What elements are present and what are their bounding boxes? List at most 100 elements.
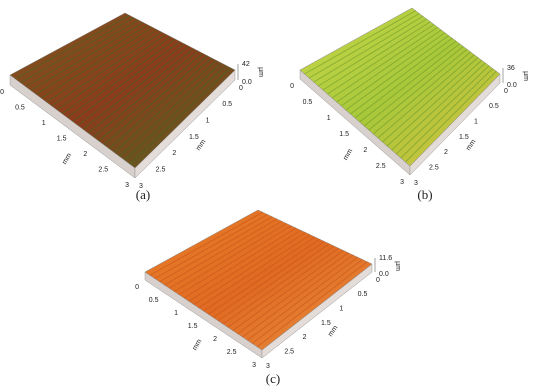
x-tick-label: 1 — [327, 115, 331, 122]
x-tick-label: 0.5 — [303, 99, 313, 106]
surface-ridge — [391, 62, 486, 151]
surface-ridge — [363, 46, 464, 127]
x-tick-label: 2.5 — [98, 166, 108, 173]
y-tick-label: 2.5 — [156, 167, 166, 174]
surface-ridge — [46, 29, 158, 103]
surface-ridge — [345, 35, 449, 111]
x-tick-label: 3 — [125, 182, 129, 189]
x-tick-label: 1.5 — [57, 135, 67, 142]
x-tick-label: 2 — [213, 336, 217, 343]
x-tick-label: 2 — [363, 147, 367, 154]
surface-ridge — [377, 54, 475, 139]
y-tick-label: 3 — [139, 183, 143, 190]
surface-ridge — [159, 216, 273, 283]
surface-ridge — [25, 19, 140, 88]
surface-ridge — [40, 26, 153, 99]
surface-ridge — [322, 21, 431, 91]
surface-ridge — [188, 229, 302, 302]
surface-ridge — [237, 252, 349, 335]
surface-ridge — [208, 238, 321, 315]
surface-ridge — [87, 48, 195, 134]
z-min-label: 0.0 — [242, 79, 252, 86]
surface-ridge — [386, 59, 483, 147]
z-min-label: 0.0 — [507, 82, 517, 89]
surface-ridge — [318, 18, 427, 87]
x-axis-unit: mm — [342, 148, 354, 162]
z-unit: µm — [394, 261, 401, 271]
x-tick-label: 2.5 — [227, 349, 237, 356]
x-tick-label: 1 — [42, 120, 46, 127]
y-tick-label: 0.5 — [358, 291, 368, 298]
surface-ridge — [368, 48, 468, 131]
y-tick-label: 0 — [376, 277, 380, 284]
y-tick-label: 1 — [339, 306, 343, 313]
x-tick-label: 0 — [0, 89, 4, 96]
surface-ridge — [20, 17, 135, 84]
z-unit: µm — [257, 67, 264, 77]
surface-ridge — [164, 218, 278, 286]
surface-ridge — [93, 50, 199, 138]
surface-ridge — [232, 250, 344, 331]
y-tick-label: 1 — [474, 119, 478, 126]
y-tick-label: 2.5 — [284, 349, 294, 356]
surface-ridge — [14, 14, 130, 80]
surface-ridge — [56, 33, 167, 111]
surface-ridge — [242, 254, 354, 338]
surface-ridge — [154, 214, 268, 279]
surface-ridge — [350, 37, 453, 115]
y-tick-label: 3 — [266, 363, 270, 370]
surface-ridge — [108, 57, 213, 150]
surface-ridge — [331, 26, 438, 99]
surface-ridge — [395, 65, 490, 155]
surface-ridge — [327, 24, 435, 95]
surface-ridge — [98, 52, 204, 142]
y-tick-label: 0 — [504, 88, 508, 95]
surface-ridge — [113, 60, 218, 153]
y-tick-label: 0 — [239, 85, 243, 92]
y-tick-label: 2.5 — [429, 165, 439, 172]
z-max-label: 36 — [507, 65, 515, 72]
surface-ridge — [400, 68, 494, 159]
y-tick-label: 1 — [206, 118, 210, 125]
panel-caption: (c) — [266, 371, 280, 386]
surface-ridge — [222, 245, 335, 325]
x-tick-label: 1.5 — [339, 131, 349, 138]
y-tick-label: 3 — [414, 180, 418, 187]
surface-ridge — [178, 225, 292, 296]
z-max-label: 11.6 — [379, 255, 392, 262]
surface-ridge — [359, 43, 460, 123]
surface-ridge — [149, 211, 263, 276]
x-tick-label: 1.5 — [188, 323, 198, 330]
x-tick-label: 0 — [135, 284, 139, 291]
y-tick-label: 0.5 — [489, 103, 499, 110]
y-tick-label: 2 — [172, 150, 176, 157]
surface-ridge — [173, 223, 287, 292]
surface-ridge — [382, 57, 479, 143]
z-min-label: 0.0 — [379, 271, 389, 278]
surface-ridge — [119, 62, 222, 157]
x-tick-label: 3 — [400, 179, 404, 186]
surface-ridge — [103, 55, 208, 146]
surface-ridge — [247, 256, 359, 341]
y-tick-label: 1.5 — [459, 134, 469, 141]
surface-ridge — [340, 32, 446, 107]
surface-ridge — [373, 51, 471, 135]
surface-plot: 00.511.522.53mm32.521.510.50mm11.60.0µm(… — [135, 209, 401, 386]
x-tick-label: 2 — [83, 151, 87, 158]
x-tick-label: 0 — [290, 83, 294, 90]
y-tick-label: 1.5 — [321, 320, 331, 327]
surface-ridge — [72, 41, 181, 122]
surface-ridge — [61, 36, 172, 115]
surface-ridge — [227, 247, 340, 328]
surface-ridge — [256, 261, 368, 348]
x-tick-label: 1 — [174, 310, 178, 317]
surface-ridge — [82, 45, 190, 130]
z-unit: µm — [522, 71, 529, 81]
surface-ridge — [405, 70, 497, 163]
surface-ridge — [251, 259, 363, 344]
panel-caption: (b) — [417, 187, 432, 202]
y-tick-label: 2 — [444, 149, 448, 156]
